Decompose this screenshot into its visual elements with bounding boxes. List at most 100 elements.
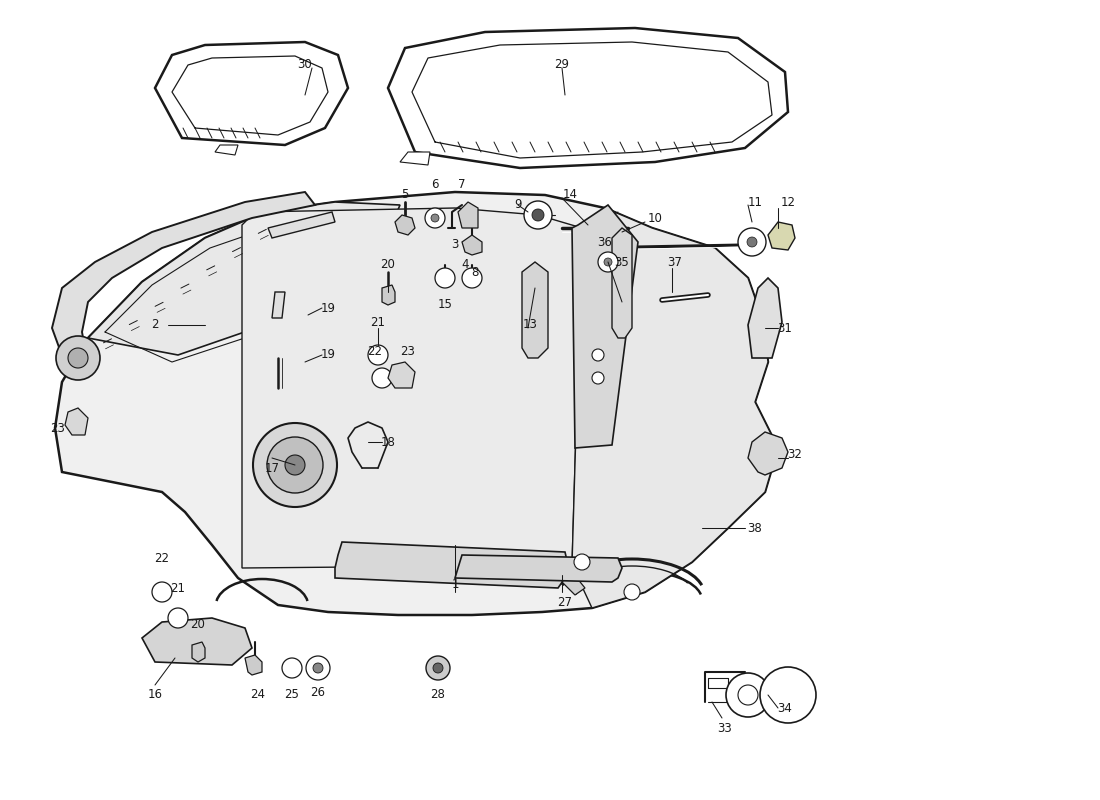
Text: 24: 24: [251, 689, 265, 702]
Circle shape: [68, 348, 88, 368]
Polygon shape: [400, 152, 430, 165]
Polygon shape: [268, 212, 336, 238]
Text: 16: 16: [147, 689, 163, 702]
Circle shape: [425, 208, 446, 228]
Circle shape: [152, 582, 172, 602]
Circle shape: [532, 209, 544, 221]
Circle shape: [462, 268, 482, 288]
Polygon shape: [242, 208, 582, 568]
Polygon shape: [748, 432, 788, 475]
Polygon shape: [142, 618, 252, 665]
Text: 33: 33: [717, 722, 733, 734]
Polygon shape: [562, 572, 585, 595]
Circle shape: [426, 656, 450, 680]
Text: 26: 26: [310, 686, 326, 698]
Polygon shape: [572, 208, 778, 608]
Text: 9: 9: [515, 198, 521, 211]
Polygon shape: [612, 228, 632, 338]
Circle shape: [760, 667, 816, 723]
Circle shape: [604, 258, 612, 266]
Text: 23: 23: [51, 422, 65, 434]
Circle shape: [267, 437, 323, 493]
Polygon shape: [272, 292, 285, 318]
Polygon shape: [245, 655, 262, 675]
Circle shape: [368, 345, 388, 365]
Circle shape: [624, 584, 640, 600]
Circle shape: [56, 336, 100, 380]
Text: 23: 23: [400, 346, 416, 358]
Text: 10: 10: [648, 211, 662, 225]
Text: 11: 11: [748, 195, 762, 209]
Polygon shape: [55, 192, 778, 615]
Text: a passion for parts since 1985: a passion for parts since 1985: [364, 532, 636, 588]
Text: 15: 15: [438, 298, 452, 311]
Polygon shape: [572, 205, 638, 448]
Circle shape: [314, 663, 323, 673]
Polygon shape: [395, 215, 415, 235]
Text: 1: 1: [451, 578, 459, 591]
Polygon shape: [382, 285, 395, 305]
Polygon shape: [388, 28, 788, 168]
Text: 36: 36: [597, 235, 613, 249]
Text: 30: 30: [298, 58, 312, 71]
Circle shape: [747, 237, 757, 247]
Polygon shape: [455, 555, 622, 582]
Circle shape: [433, 663, 443, 673]
Text: 7: 7: [459, 178, 465, 191]
Text: 37: 37: [668, 255, 682, 269]
Circle shape: [306, 656, 330, 680]
Polygon shape: [52, 192, 315, 372]
Circle shape: [285, 455, 305, 475]
Text: parts: parts: [416, 417, 745, 523]
Circle shape: [738, 685, 758, 705]
Polygon shape: [65, 408, 88, 435]
Circle shape: [598, 252, 618, 272]
Text: 5: 5: [402, 189, 409, 202]
Text: 17: 17: [264, 462, 279, 474]
Circle shape: [574, 554, 590, 570]
Text: 27: 27: [558, 595, 572, 609]
Circle shape: [738, 228, 766, 256]
Circle shape: [431, 214, 439, 222]
Circle shape: [434, 268, 455, 288]
Circle shape: [282, 658, 303, 678]
Text: 28: 28: [430, 689, 446, 702]
Text: 6: 6: [431, 178, 439, 191]
Circle shape: [168, 608, 188, 628]
Polygon shape: [388, 362, 415, 388]
Text: etka: etka: [329, 275, 711, 425]
Text: 14: 14: [562, 189, 578, 202]
Text: 19: 19: [320, 302, 336, 314]
Text: 35: 35: [615, 255, 629, 269]
Circle shape: [592, 372, 604, 384]
Text: 22: 22: [367, 346, 383, 358]
Polygon shape: [214, 145, 238, 155]
Polygon shape: [336, 542, 568, 588]
Text: 18: 18: [381, 435, 395, 449]
Circle shape: [253, 423, 337, 507]
Text: 29: 29: [554, 58, 570, 71]
Circle shape: [524, 201, 552, 229]
Text: 25: 25: [285, 689, 299, 702]
Polygon shape: [458, 202, 478, 228]
Text: 20: 20: [381, 258, 395, 271]
Text: 19: 19: [320, 349, 336, 362]
Text: 22: 22: [154, 551, 169, 565]
Text: 3: 3: [451, 238, 459, 251]
Text: 4: 4: [461, 258, 469, 271]
Circle shape: [726, 673, 770, 717]
Circle shape: [372, 368, 392, 388]
Text: 32: 32: [788, 449, 802, 462]
Polygon shape: [462, 235, 482, 255]
Polygon shape: [768, 222, 795, 250]
Text: 2: 2: [152, 318, 158, 331]
Polygon shape: [748, 278, 782, 358]
Text: 21: 21: [371, 315, 385, 329]
Circle shape: [592, 349, 604, 361]
Text: 12: 12: [781, 195, 795, 209]
Polygon shape: [522, 262, 548, 358]
Polygon shape: [192, 642, 205, 662]
Text: 38: 38: [748, 522, 762, 534]
Polygon shape: [88, 202, 400, 355]
Text: 31: 31: [778, 322, 792, 334]
